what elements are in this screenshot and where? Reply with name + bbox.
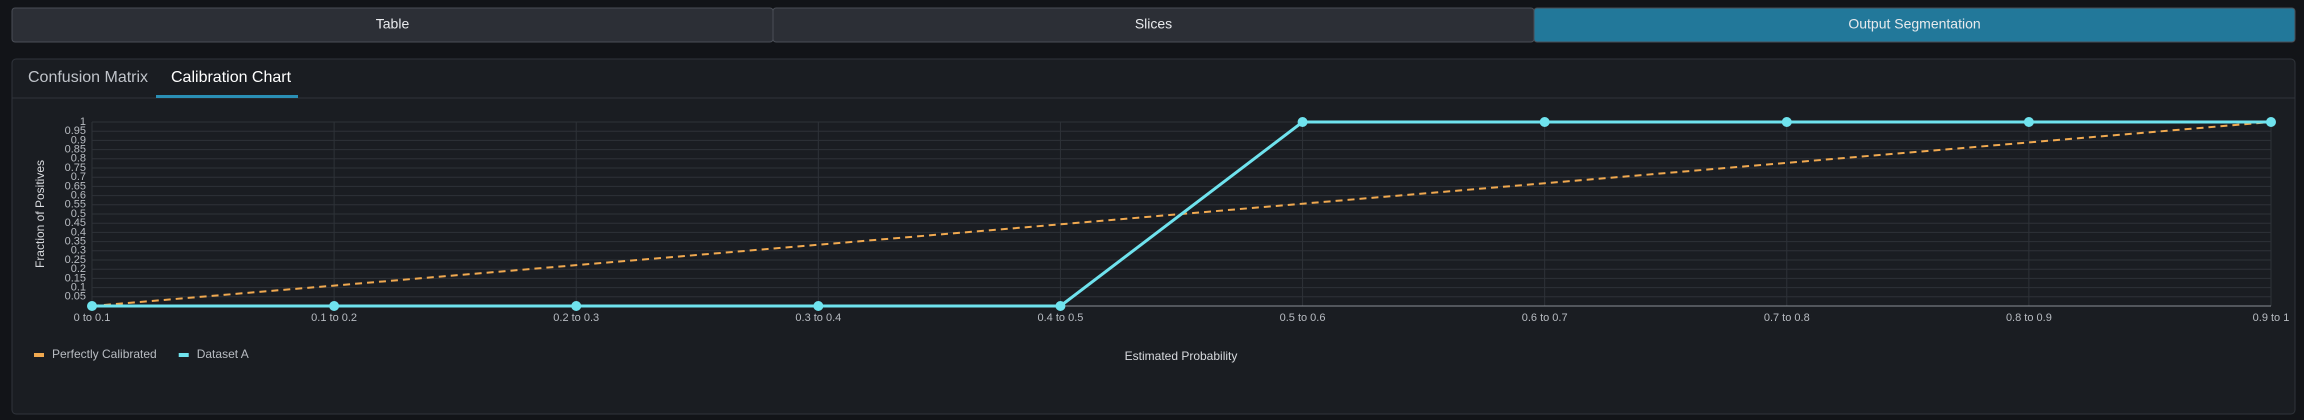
tab-label[interactable]: Table [376, 16, 410, 32]
y-tick-label: 0.85 [65, 144, 86, 156]
legend-swatch [178, 353, 189, 357]
y-tick-label: 0.8 [71, 153, 86, 165]
x-tick-label: 0.2 to 0.3 [553, 312, 599, 324]
x-tick-label: 0.4 to 0.5 [1038, 312, 1084, 324]
y-tick-label: 0.6 [71, 190, 86, 202]
y-tick-label: 0.2 [71, 263, 86, 275]
x-axis-label: Estimated Probability [1125, 349, 1238, 363]
x-tick-label: 0.1 to 0.2 [311, 312, 357, 324]
y-axis-label: Fraction of Positives [33, 160, 47, 268]
y-tick-label: 1 [80, 116, 86, 128]
y-tick-label: 0.3 [71, 245, 86, 257]
x-tick-label: 0.8 to 0.9 [2006, 312, 2052, 324]
legend-swatch [34, 353, 44, 357]
x-tick-label: 0.6 to 0.7 [1522, 312, 1568, 324]
legend-label: Perfectly Calibrated [52, 347, 157, 361]
point [571, 301, 582, 311]
tab-label[interactable]: Slices [1135, 16, 1172, 32]
point [87, 301, 97, 311]
x-tick-label: 0 to 0.1 [74, 312, 111, 324]
x-tick-label: 0.9 to 1 [2253, 312, 2290, 324]
y-tick-label: 0.45 [65, 217, 86, 229]
x-tick-label: 0.5 to 0.6 [1280, 312, 1326, 324]
point [1297, 117, 1308, 127]
point [1539, 117, 1550, 127]
y-tick-label: 0.5 [71, 208, 86, 220]
y-tick-label: 0.95 [65, 125, 86, 137]
x-tick-label: 0.7 to 0.8 [1764, 312, 1810, 324]
point [813, 301, 824, 311]
point [329, 301, 340, 311]
y-tick-label: 0.15 [65, 272, 86, 284]
y-tick-label: 0.35 [65, 236, 86, 248]
y-tick-label: 0.4 [71, 226, 86, 238]
y-tick-label: 0.05 [65, 291, 86, 303]
tab-label[interactable]: Output Segmentation [1848, 16, 1980, 32]
x-tick-label: 0.3 to 0.4 [795, 312, 841, 324]
tab-button[interactable] [1533, 7, 2296, 43]
subtab-label[interactable]: Calibration Chart [171, 69, 292, 86]
point [1781, 117, 1792, 127]
legend-label: Dataset A [197, 347, 249, 361]
y-tick-label: 0.9 [71, 134, 86, 146]
subtab-underline [156, 95, 298, 98]
point [2023, 117, 2034, 127]
point [2266, 117, 2276, 127]
y-tick-label: 0.75 [65, 162, 86, 174]
series-line [92, 120, 2271, 308]
subtab-label[interactable]: Confusion Matrix [28, 69, 148, 86]
y-tick-label: 0.1 [71, 282, 86, 294]
y-tick-label: 0.55 [65, 199, 86, 211]
point [1055, 301, 1066, 311]
y-tick-label: 0.7 [71, 171, 86, 183]
y-tick-label: 0.65 [65, 180, 86, 192]
y-tick-label: 0.25 [65, 254, 86, 266]
